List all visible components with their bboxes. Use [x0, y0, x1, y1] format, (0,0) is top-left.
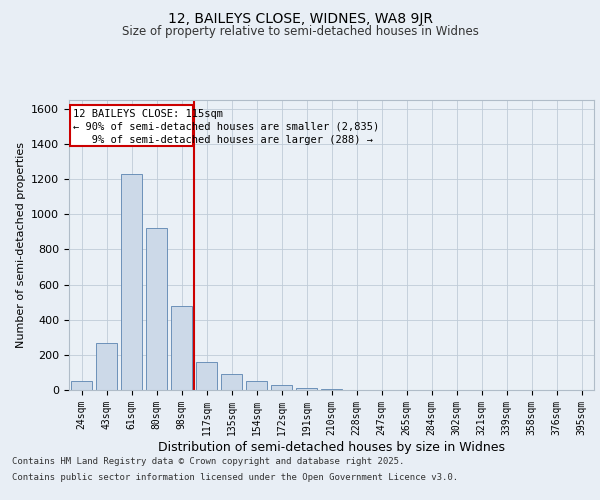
Bar	[246, 381, 267, 390]
Bar	[296, 388, 317, 390]
Bar	[196, 362, 217, 390]
Bar	[271, 384, 292, 390]
Bar	[121, 174, 142, 390]
Bar	[321, 389, 342, 390]
Text: Contains public sector information licensed under the Open Government Licence v3: Contains public sector information licen…	[12, 472, 458, 482]
Bar	[96, 342, 117, 390]
Text: Contains HM Land Registry data © Crown copyright and database right 2025.: Contains HM Land Registry data © Crown c…	[12, 458, 404, 466]
Text: Size of property relative to semi-detached houses in Widnes: Size of property relative to semi-detach…	[122, 25, 478, 38]
FancyBboxPatch shape	[70, 106, 193, 146]
Y-axis label: Number of semi-detached properties: Number of semi-detached properties	[16, 142, 26, 348]
Text: 12, BAILEYS CLOSE, WIDNES, WA8 9JR: 12, BAILEYS CLOSE, WIDNES, WA8 9JR	[167, 12, 433, 26]
Text: 12 BAILEYS CLOSE: 115sqm
← 90% of semi-detached houses are smaller (2,835)
   9%: 12 BAILEYS CLOSE: 115sqm ← 90% of semi-d…	[73, 109, 379, 145]
X-axis label: Distribution of semi-detached houses by size in Widnes: Distribution of semi-detached houses by …	[158, 440, 505, 454]
Bar	[71, 381, 92, 390]
Bar	[171, 306, 192, 390]
Bar	[221, 374, 242, 390]
Bar	[146, 228, 167, 390]
